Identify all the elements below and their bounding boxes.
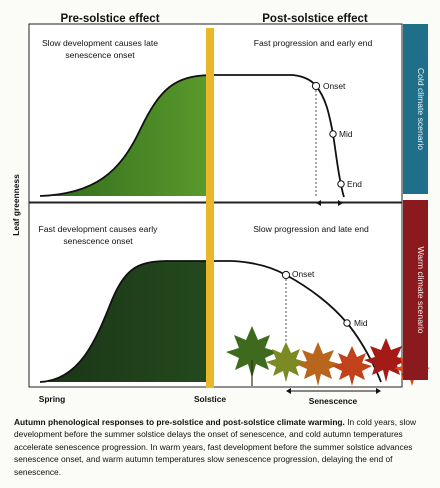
cold-scenario-bar bbox=[403, 24, 428, 194]
pre-solstice-header: Pre-solstice effect bbox=[60, 13, 159, 25]
solstice-bar bbox=[206, 28, 214, 388]
top-mid-marker bbox=[329, 130, 337, 138]
bottom-pre-note-line1: Fast development causes early bbox=[39, 224, 159, 234]
top-mid-label: Mid bbox=[339, 129, 353, 139]
top-panel-frame bbox=[28, 23, 403, 203]
bottom-pre-note-line2: senescence onset bbox=[63, 236, 133, 246]
y-axis-label: Leaf greenness bbox=[11, 174, 21, 236]
top-end-marker bbox=[337, 180, 345, 188]
top-pre-solstice-area bbox=[40, 75, 210, 196]
cold-scenario-label: Cold climate scenario bbox=[416, 68, 426, 150]
warm-scenario-label: Warm climate scenario bbox=[416, 246, 426, 333]
top-senescence-arrow bbox=[316, 200, 343, 206]
bottom-senescence-arrow bbox=[286, 388, 381, 394]
x-label-solstice: Solstice bbox=[194, 394, 226, 404]
top-end-label: End bbox=[347, 179, 362, 189]
top-onset-marker bbox=[311, 81, 321, 91]
warm-scenario-bar bbox=[403, 200, 428, 380]
figure-caption: Autumn phenological responses to pre-sol… bbox=[14, 416, 428, 478]
bottom-onset-label: Onset bbox=[292, 269, 315, 279]
top-onset-label: Onset bbox=[323, 81, 346, 91]
top-pre-note-line1: Slow development causes late bbox=[42, 38, 158, 48]
top-pre-note-line2: senescence onset bbox=[65, 50, 135, 60]
post-solstice-header: Post-solstice effect bbox=[262, 13, 368, 25]
bottom-pre-solstice-area bbox=[40, 261, 210, 382]
bottom-post-note: Slow progression and late end bbox=[253, 224, 369, 234]
bottom-mid-marker bbox=[343, 319, 351, 327]
bottom-mid-label: Mid bbox=[354, 318, 368, 328]
caption-body: In cold years, slow development before t… bbox=[14, 417, 417, 477]
x-label-senescence: Senescence bbox=[309, 396, 358, 406]
top-post-note: Fast progression and early end bbox=[254, 38, 373, 48]
x-label-spring: Spring bbox=[39, 394, 66, 404]
bottom-onset-marker bbox=[281, 270, 291, 280]
bottom-greenness-curve bbox=[39, 260, 382, 383]
caption-title: Autumn phenological responses to pre-sol… bbox=[14, 417, 345, 427]
